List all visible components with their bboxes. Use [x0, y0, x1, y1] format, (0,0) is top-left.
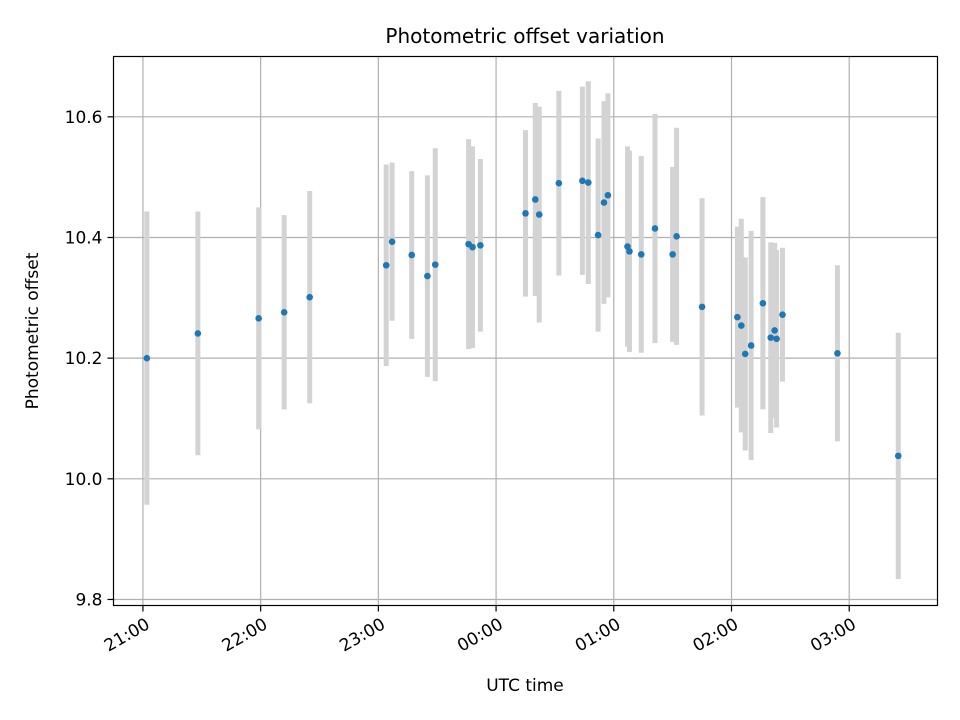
data-point	[637, 251, 645, 258]
data-point	[771, 327, 778, 334]
y-tick-label: 10.0	[65, 470, 103, 490]
y-tick-label: 10.4	[65, 228, 103, 248]
y-axis-label: Photometric offset	[23, 252, 43, 409]
x-tick-label: 22:00	[219, 615, 271, 657]
data-point	[759, 299, 767, 307]
data-point	[773, 335, 780, 343]
x-tick-label: 00:00	[454, 615, 506, 657]
data-point	[894, 452, 902, 460]
data-point	[477, 242, 484, 249]
data-point	[600, 199, 608, 206]
y-tick-label: 10.2	[65, 349, 103, 369]
data-point	[734, 313, 741, 321]
x-tick-label: 03:00	[807, 615, 859, 657]
data-point	[194, 330, 202, 337]
data-point	[747, 342, 755, 349]
data-point	[408, 251, 416, 259]
data-point	[834, 350, 841, 357]
data-points	[143, 177, 902, 460]
x-axis-ticks: 21:00 22:00 23:00 00:00 01:00 02:00 03:00	[101, 605, 860, 657]
data-point	[382, 261, 390, 269]
data-point	[584, 179, 592, 186]
data-point	[280, 308, 288, 316]
x-tick-label: 02:00	[690, 615, 742, 657]
data-point	[532, 196, 539, 203]
y-axis-ticks: 9.8 10.0 10.2 10.4 10.6	[65, 108, 114, 610]
x-axis-label: UTC time	[486, 676, 564, 696]
data-point	[388, 238, 396, 246]
data-point	[673, 232, 680, 240]
data-point	[698, 303, 706, 311]
data-point	[469, 243, 476, 251]
x-tick-label: 21:00	[101, 615, 153, 657]
data-point	[738, 322, 745, 329]
grid-lines	[113, 56, 938, 606]
x-tick-label: 23:00	[336, 615, 388, 657]
data-point	[424, 272, 431, 280]
plot-frame	[112, 55, 939, 607]
data-point	[594, 231, 602, 239]
error-bars	[144, 81, 901, 579]
data-point	[604, 191, 612, 199]
data-point	[741, 350, 749, 358]
data-point	[431, 261, 439, 268]
data-point	[522, 210, 529, 217]
data-point	[779, 311, 786, 319]
data-point	[651, 225, 659, 232]
data-point	[535, 211, 543, 218]
chart-title: Photometric offset variation	[385, 24, 664, 48]
data-point	[555, 179, 563, 187]
data-point	[767, 334, 775, 341]
data-point	[306, 293, 313, 301]
data-point	[143, 354, 151, 362]
x-tick-label: 01:00	[572, 615, 624, 657]
y-tick-label: 10.6	[65, 108, 103, 128]
data-point	[669, 251, 676, 258]
data-point	[255, 315, 262, 322]
data-point	[626, 248, 633, 255]
data-point	[579, 177, 586, 185]
y-tick-label: 9.8	[75, 590, 102, 610]
